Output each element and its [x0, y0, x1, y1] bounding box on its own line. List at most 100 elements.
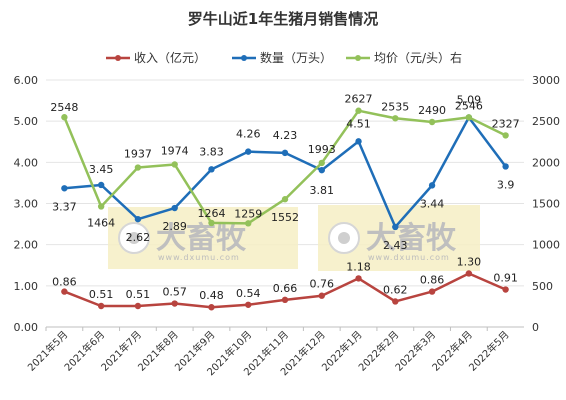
data-label-revenue: 0.48 [199, 289, 224, 302]
data-label-revenue: 0.86 [52, 276, 77, 289]
y-left-tick-label: 5.00 [14, 115, 39, 128]
data-label-quantity: 3.9 [497, 178, 515, 191]
point-quantity [97, 181, 105, 189]
point-revenue [61, 288, 68, 295]
data-label-price: 2546 [455, 99, 483, 112]
data-label-revenue: 1.30 [457, 255, 482, 268]
y-left-tick-label: 3.00 [14, 198, 39, 211]
point-quantity [428, 182, 436, 189]
legend: 收入（亿元） 数量（万头） 均价（元/头）右 [106, 50, 462, 65]
point-price [245, 220, 252, 227]
point-quantity [502, 163, 509, 170]
point-quantity [355, 138, 362, 145]
chart-title: 罗牛山近1年生猪月销售情况 [188, 10, 378, 28]
y-left-tick-label: 2.00 [14, 239, 39, 252]
data-labels: 0.86 0.51 0.51 0.57 0.48 0.54 0.66 0.76 1.18 0.62… [50, 93, 519, 303]
point-price [318, 159, 325, 167]
watermark-url: www.dxumu.com [158, 253, 240, 262]
watermark-url: www.dxumu.com [368, 253, 450, 262]
watermark-text: 大畜牧 [156, 221, 247, 256]
x-tick-label: 2022年5月 [466, 328, 512, 374]
data-label-price: 1259 [234, 207, 262, 220]
data-label-quantity: 4.51 [346, 117, 371, 130]
data-label-price: 2535 [381, 100, 409, 113]
data-label-quantity: 3.83 [199, 145, 224, 158]
point-revenue [502, 286, 509, 293]
point-price [171, 161, 178, 168]
data-label-revenue: 0.51 [126, 288, 151, 301]
data-label-quantity: 3.44 [420, 197, 445, 210]
y-left-tick-label: 6.00 [14, 74, 39, 87]
y-right-tick-label: 0 [532, 321, 539, 334]
y-left-tick-label: 0.00 [14, 321, 39, 334]
point-price [392, 115, 399, 122]
y-right-tick-label: 1500 [532, 198, 560, 211]
data-label-revenue: 0.54 [236, 287, 261, 300]
data-label-price: 1552 [271, 211, 299, 224]
point-price [355, 107, 362, 114]
point-quantity [171, 204, 178, 212]
point-quantity [208, 166, 215, 173]
y-axis-right: 0 500 1000 1500 2000 2500 3000 [532, 74, 560, 334]
point-revenue [245, 301, 252, 308]
point-quantity [61, 185, 68, 192]
point-revenue [134, 302, 142, 310]
point-price [97, 203, 105, 210]
x-axis: 2021年5月2021年6月2021年7月2021年8月2021年9月2021年… [25, 327, 512, 378]
point-quantity [392, 223, 399, 231]
data-label-price: 1974 [161, 144, 189, 157]
data-label-quantity: 5.09 [457, 93, 482, 106]
point-price [428, 118, 436, 126]
y-right-tick-label: 500 [532, 280, 553, 293]
y-right-tick-label: 2000 [532, 156, 560, 169]
y-left-tick-label: 1.00 [14, 280, 39, 293]
legend-label-price: 均价（元/头）右 [374, 50, 462, 65]
data-label-quantity: 2.89 [162, 220, 187, 233]
point-quantity [281, 149, 289, 157]
data-label-revenue: 0.76 [310, 278, 335, 291]
point-quantity [318, 166, 325, 174]
point-price [134, 164, 142, 171]
point-revenue [318, 292, 325, 299]
data-label-price: 1993 [308, 143, 336, 156]
point-price [61, 114, 68, 121]
point-quantity [245, 148, 252, 155]
data-label-price: 2627 [345, 93, 373, 106]
y-right-tick-label: 1000 [532, 239, 560, 252]
legend-label-revenue: 收入（亿元） [134, 50, 206, 65]
point-revenue [208, 304, 215, 311]
data-label-price: 2490 [418, 104, 446, 117]
y-right-tick-label: 2500 [532, 115, 560, 128]
point-revenue [171, 300, 178, 307]
data-label-price: 2327 [492, 117, 520, 130]
point-quantity [134, 215, 142, 223]
data-label-revenue: 0.57 [162, 286, 187, 299]
legend-label-quantity: 数量（万头） [260, 50, 332, 65]
point-price [502, 132, 509, 139]
y-axis-left: 0.00 1.00 2.00 3.00 4.00 5.00 6.00 [14, 74, 39, 334]
point-revenue [465, 270, 473, 277]
point-price [208, 219, 215, 227]
data-label-quantity: 3.45 [89, 163, 114, 176]
watermark-logo-dot [338, 232, 350, 244]
data-label-price: 1937 [124, 148, 152, 161]
data-label-quantity: 4.26 [236, 128, 261, 141]
data-label-quantity: 4.23 [273, 129, 298, 142]
point-revenue [355, 275, 362, 282]
point-price [465, 114, 473, 121]
y-left-tick-label: 4.00 [14, 156, 39, 169]
watermark-text: 大畜牧 [366, 221, 457, 256]
legend-item-revenue: 收入（亿元） [106, 50, 206, 65]
legend-item-quantity: 数量（万头） [232, 50, 332, 65]
data-label-quantity: 2.62 [126, 231, 151, 244]
data-label-quantity: 2.43 [383, 239, 408, 252]
data-label-revenue: 0.86 [420, 274, 445, 287]
series-layer [61, 107, 509, 311]
legend-item-price: 均价（元/头）右 [346, 50, 462, 65]
data-label-quantity: 3.81 [310, 184, 335, 197]
data-label-revenue: 1.18 [346, 260, 371, 273]
data-label-price: 2548 [50, 101, 78, 114]
point-revenue [392, 298, 399, 305]
